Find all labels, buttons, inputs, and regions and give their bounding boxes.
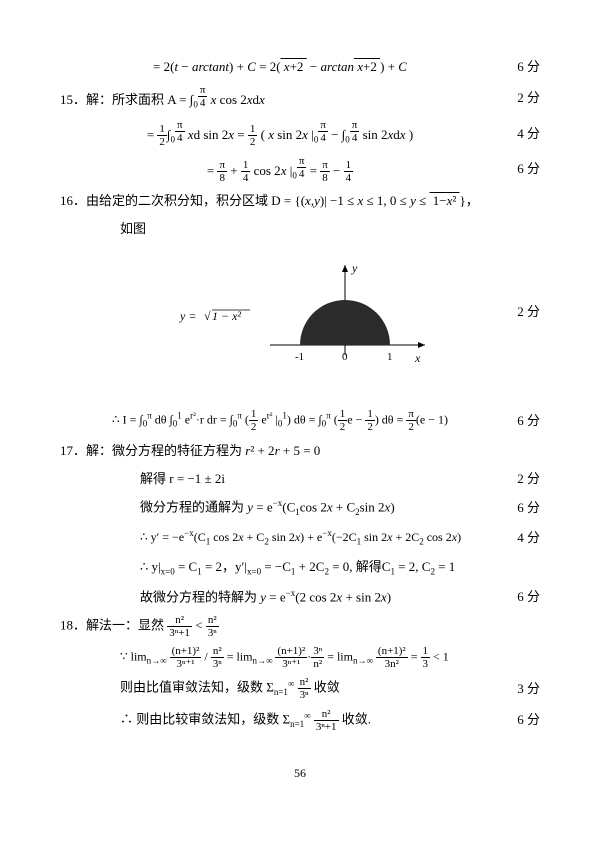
text: 16．由给定的二次积分知，积分区域 D = {(x,y)| −1 ≤ x ≤ 1… <box>60 190 500 212</box>
step: 解得 r = −1 ± 2i 2 分 <box>60 468 540 490</box>
text-rutu: 如图 <box>60 218 540 240</box>
eq-text: = 12∫0π4 xd sin 2x = 12 ( x sin 2x |0π4 … <box>60 119 500 149</box>
tick-1: 1 <box>387 351 393 363</box>
text: 则由比值审敛法知，级数 Σn=1∞ n²3ⁿ 收敛 <box>60 676 500 701</box>
eq-text: ∴ I = ∫0π dθ ∫01 er²·r dr = ∫0π (12 er² … <box>60 408 500 433</box>
y-label: y <box>351 261 358 275</box>
step: 则由比值审敛法知，级数 Σn=1∞ n²3ⁿ 收敛 3 分 <box>60 676 540 701</box>
eq-text: = 2(t − arctant) + C = 2( x+2 − arctan x… <box>60 56 500 78</box>
tick-0: 0 <box>342 351 348 363</box>
figure-row: y = √ 1 − x² -1 0 1 x y 2 分 <box>60 240 540 384</box>
step: ∴ 则由比较审敛法知，级数 Σn=1∞ n²3ⁿ+1 收敛. 6 分 <box>60 708 540 733</box>
score: 4 分 <box>500 527 540 549</box>
text: ∴ y|x=0 = C1 = 2，y′|x=0 = −C1 + 2C2 = 0,… <box>60 556 540 580</box>
score: 4 分 <box>500 123 540 145</box>
x-label: x <box>414 351 421 365</box>
text: 15．解：所求面积 A = ∫0π4 x cos 2xdx <box>60 84 500 113</box>
equation-line: = 2(t − arctant) + C = 2( x+2 − arctan x… <box>60 56 540 78</box>
score: 2 分 <box>500 468 540 490</box>
step: ∴ y|x=0 = C1 = 2，y′|x=0 = −C1 + 2C2 = 0,… <box>60 556 540 580</box>
semicircle-svg: y = √ 1 − x² -1 0 1 x y <box>160 250 440 380</box>
page-number: 56 <box>60 763 540 783</box>
problem-18: 18．解法一：显然 n²3ⁿ+1 < n²3ⁿ <box>60 614 540 639</box>
step: 微分方程的通解为 y = e−x(C1cos 2x + C2sin 2x) 6 … <box>60 496 540 520</box>
equation-line: ∴ I = ∫0π dθ ∫01 er²·r dr = ∫0π (12 er² … <box>60 408 540 433</box>
semicircle-figure: y = √ 1 − x² -1 0 1 x y <box>160 250 440 380</box>
text: 18．解法一：显然 n²3ⁿ+1 < n²3ⁿ <box>60 614 540 639</box>
problem-16: 16．由给定的二次积分知，积分区域 D = {(x,y)| −1 ≤ x ≤ 1… <box>60 190 540 212</box>
curve-label-sqrt: √ <box>204 309 211 323</box>
eq-text: = π8 + 14 cos 2x |0π4 = π8 − 14 <box>60 155 500 185</box>
text: ∴ 则由比较审敛法知，级数 Σn=1∞ n²3ⁿ+1 收敛. <box>60 708 500 733</box>
text: ∴ y′ = −e−x(C1 cos 2x + C2 sin 2x) + e−x… <box>60 526 500 550</box>
text: 解得 r = −1 ± 2i <box>60 468 500 490</box>
semicircle-shape <box>300 300 390 345</box>
text: ∵ limn→∞ (n+1)²3ⁿ⁺¹ / n²3ⁿ = limn→∞ (n+1… <box>60 645 540 670</box>
text: 故微分方程的特解为 y = e−x(2 cos 2x + sin 2x) <box>60 586 500 608</box>
score: 6 分 <box>500 56 540 78</box>
score: 3 分 <box>500 678 540 700</box>
equation-line: = π8 + 14 cos 2x |0π4 = π8 − 14 6 分 <box>60 155 540 185</box>
tick-neg1: -1 <box>295 351 304 363</box>
score: 2 分 <box>500 87 540 109</box>
problem-17: 17．解：微分方程的特征方程为 r² + 2r + 5 = 0 <box>60 440 540 462</box>
text: 微分方程的通解为 y = e−x(C1cos 2x + C2sin 2x) <box>60 496 500 520</box>
x-arrow <box>418 342 425 348</box>
curve-label-arg: 1 − x² <box>212 309 241 323</box>
score: 6 分 <box>500 410 540 432</box>
score: 2 分 <box>500 301 540 323</box>
text: 17．解：微分方程的特征方程为 r² + 2r + 5 = 0 <box>60 440 540 462</box>
score: 6 分 <box>500 586 540 608</box>
curve-label: y = <box>179 309 196 323</box>
step: 故微分方程的特解为 y = e−x(2 cos 2x + sin 2x) 6 分 <box>60 586 540 608</box>
step: ∵ limn→∞ (n+1)²3ⁿ⁺¹ / n²3ⁿ = limn→∞ (n+1… <box>60 645 540 670</box>
equation-line: = 12∫0π4 xd sin 2x = 12 ( x sin 2x |0π4 … <box>60 119 540 149</box>
score: 6 分 <box>500 709 540 731</box>
y-arrow <box>342 265 348 272</box>
score: 6 分 <box>500 497 540 519</box>
problem-15: 15．解：所求面积 A = ∫0π4 x cos 2xdx 2 分 <box>60 84 540 113</box>
score: 6 分 <box>500 158 540 180</box>
step: ∴ y′ = −e−x(C1 cos 2x + C2 sin 2x) + e−x… <box>60 526 540 550</box>
